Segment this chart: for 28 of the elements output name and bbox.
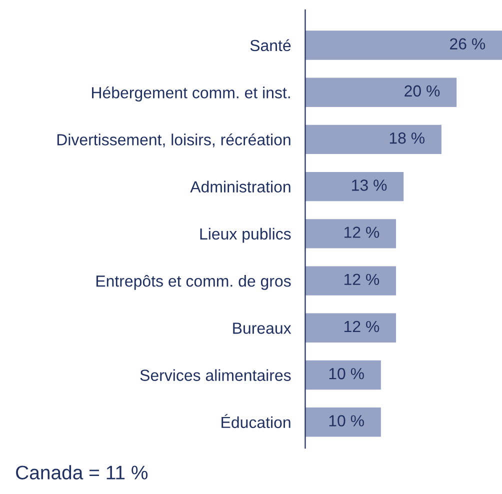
y-tick-label: Entrepôts et comm. de gros [96, 274, 291, 290]
data-label: 18 % [390, 132, 425, 144]
y-tick-label: Éducation [222, 414, 290, 428]
y-tick-label: Services alimentaires [140, 369, 291, 381]
text: Canada = 11 % [16, 465, 148, 480]
y-tick-label: Lieux publics [200, 228, 291, 243]
data-label: 12 % [344, 274, 380, 286]
bar [305, 360, 381, 390]
y-tick-label: Divertissement, loisirs, récréation [57, 133, 290, 148]
data-label: 20 % [404, 85, 440, 97]
bar [305, 30, 502, 60]
data-label: 12 % [344, 320, 380, 332]
bar [305, 78, 457, 107]
bar [305, 266, 396, 296]
bar [305, 172, 404, 202]
bar [305, 219, 396, 248]
data-label: 10 % [329, 368, 364, 380]
data-label: 10 % [329, 415, 364, 426]
y-tick-label: Bureaux [233, 322, 292, 334]
data-label: 13 % [352, 180, 387, 191]
data-label: 12 % [344, 226, 380, 238]
bar [305, 313, 396, 343]
bar [305, 408, 381, 437]
y-tick-label: Administration [190, 180, 290, 193]
data-label: 26 % [450, 38, 486, 50]
y-tick-label: Santé [250, 39, 291, 52]
bar [305, 124, 442, 154]
y-tick-label: Hébergement comm. et inst. [92, 86, 290, 102]
